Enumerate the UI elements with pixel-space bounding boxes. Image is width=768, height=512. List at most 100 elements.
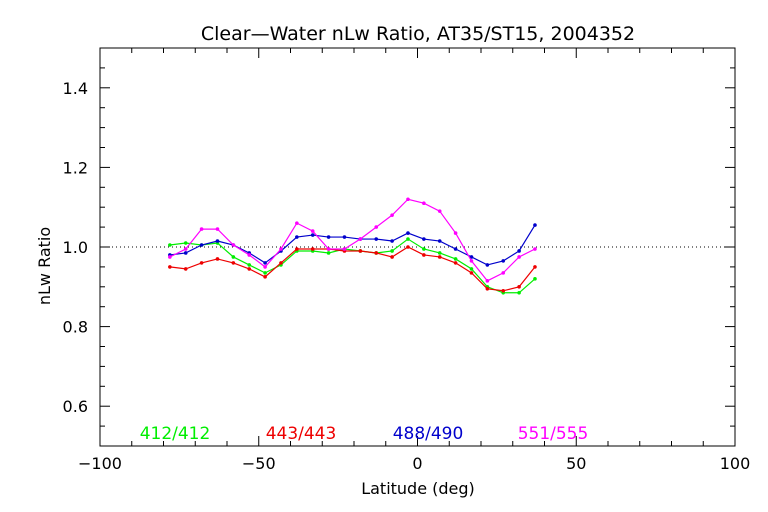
series-point: [326, 235, 331, 239]
series-point: [517, 290, 521, 295]
series-point: [199, 261, 204, 265]
series-point: [453, 257, 458, 261]
series-point: [437, 251, 442, 255]
series-point: [533, 277, 537, 281]
series-point: [390, 213, 394, 217]
plot-frame: [99, 47, 736, 447]
series-point: [263, 271, 267, 275]
series-line-2: [169, 224, 536, 266]
series-line-1: [169, 246, 536, 292]
series-point: [215, 257, 220, 261]
series-group: [168, 197, 537, 295]
series-line-3: [169, 198, 536, 282]
series-point: [501, 288, 506, 293]
y-tick-label: 1.0: [63, 238, 88, 257]
series-point: [215, 227, 220, 231]
series-point: [469, 255, 474, 259]
series-point: [263, 275, 267, 279]
series-point: [422, 237, 426, 241]
series-point: [231, 243, 236, 247]
series-point: [279, 261, 283, 265]
series-point: [453, 231, 458, 235]
series-point: [342, 247, 347, 251]
series-point: [374, 225, 379, 229]
series-point: [247, 263, 252, 267]
series-point: [437, 209, 442, 213]
series-point: [437, 255, 442, 259]
series-point: [326, 251, 331, 255]
series-point: [501, 271, 506, 275]
legend-label: 443/443: [266, 424, 337, 444]
series-point: [517, 255, 521, 259]
series-point: [183, 267, 188, 271]
series-point: [453, 247, 458, 251]
series-point: [310, 233, 315, 237]
series-point: [533, 247, 537, 251]
series-point: [390, 239, 394, 243]
series-point: [485, 279, 490, 283]
series-point: [485, 263, 490, 267]
x-tick-label: 50: [566, 454, 586, 473]
series-point: [342, 235, 347, 239]
series-point: [533, 265, 537, 269]
legend: 412/412 443/443 488/490 551/555: [140, 424, 589, 444]
series-point: [469, 259, 474, 263]
y-tick-label: 0.6: [63, 397, 88, 416]
series-point: [183, 241, 188, 245]
series-point: [406, 245, 410, 249]
series-point: [231, 261, 236, 265]
series-point: [453, 261, 458, 265]
series-point: [422, 201, 426, 206]
x-tick-label: −100: [78, 454, 122, 473]
series-point: [422, 247, 426, 251]
series-point: [374, 237, 379, 241]
series-point: [469, 271, 474, 275]
series-line-0: [169, 238, 536, 294]
series-point: [358, 237, 363, 241]
axis-ticks: [99, 47, 736, 447]
x-tick-label: −50: [242, 454, 276, 473]
series-point: [295, 247, 299, 251]
series-point: [295, 221, 299, 225]
series-point: [406, 231, 410, 235]
y-tick-label: 0.8: [63, 318, 88, 337]
series-point: [533, 223, 537, 227]
series-point: [358, 249, 363, 253]
series-point: [168, 243, 172, 247]
series-point: [247, 253, 252, 257]
series-point: [406, 237, 410, 241]
legend-label: 412/412: [140, 424, 211, 444]
series-point: [310, 229, 315, 233]
series-point: [374, 251, 379, 255]
series-point: [168, 265, 172, 269]
series-point: [231, 255, 236, 259]
series-point: [485, 286, 490, 291]
series-point: [422, 253, 426, 257]
series-point: [199, 227, 204, 231]
x-tick-label: 100: [720, 454, 751, 473]
y-tick-labels: 0.6 0.8 1.0 1.2 1.4: [63, 79, 88, 416]
series-point: [517, 285, 521, 289]
series-point: [406, 197, 410, 202]
series-point: [501, 259, 506, 263]
series-point: [279, 247, 283, 251]
series-point: [390, 249, 394, 253]
series-point: [168, 255, 172, 259]
series-point: [437, 239, 442, 243]
y-tick-label: 1.4: [63, 79, 88, 98]
x-axis-label: Latitude (deg): [361, 479, 475, 498]
y-tick-label: 1.2: [63, 158, 88, 177]
series-point: [247, 267, 252, 271]
series-point: [263, 261, 267, 265]
chart-title: Clear—Water nLw Ratio, AT35/ST15, 200435…: [201, 23, 635, 45]
series-point: [199, 243, 204, 247]
series-point: [215, 239, 220, 243]
series-point: [517, 249, 521, 253]
legend-label: 488/490: [393, 424, 464, 444]
series-point: [469, 267, 474, 271]
series-point: [326, 247, 331, 251]
series-point: [183, 247, 188, 251]
series-point: [183, 251, 188, 255]
series-point: [295, 235, 299, 239]
